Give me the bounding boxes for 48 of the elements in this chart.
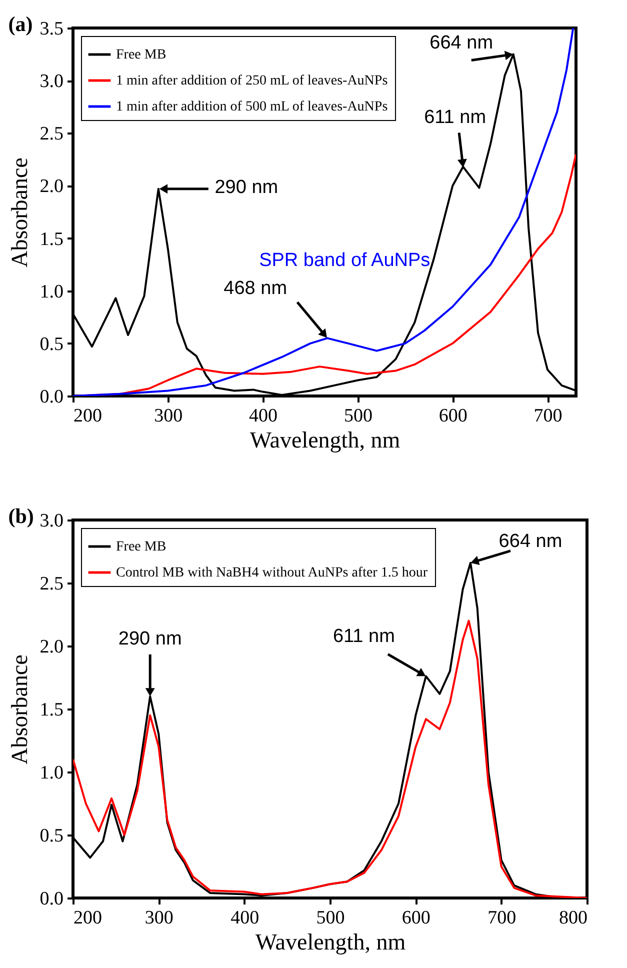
x-tick-label: 200 [74, 908, 102, 928]
y-tick-label: 3.0 [40, 71, 64, 92]
annotation: 290 nm [118, 628, 182, 650]
x-tick-label: 800 [559, 908, 588, 928]
annotation: 468 nm [224, 278, 288, 300]
y-tick-label: 1.5 [40, 700, 64, 720]
x-tick-label: 500 [316, 908, 345, 928]
x-tick-label: 400 [230, 908, 260, 928]
y-tick-label: 3.0 [40, 510, 64, 532]
chart-title: (b) [8, 504, 34, 528]
x-tick-label: 300 [154, 406, 183, 426]
x-tick-label: 600 [438, 406, 468, 426]
y-tick-label: 1.0 [40, 762, 64, 784]
annotation: 611 nm [332, 626, 395, 648]
legend-label: Control MB with NaBH4 without AuNPs after 1.5 hour [116, 566, 428, 580]
legend-label: Free MB [116, 48, 166, 62]
legend-label: 1 min after addition of 250 mL of leaves-AuNPs [116, 74, 388, 88]
y-tick-label: 0.5 [40, 334, 64, 355]
legend-label: 1 min after addition of 500 mL of leaves-AuNPs [116, 100, 388, 114]
annotation: 290 nm [214, 176, 278, 198]
x-tick-label: 500 [344, 406, 372, 426]
y-tick-label: 2.0 [40, 636, 64, 658]
y-tick-label: 1.0 [40, 281, 64, 302]
y-tick-label: 0.0 [40, 386, 64, 408]
y-tick-label: 1.5 [40, 228, 64, 250]
y-tick-label: 2.5 [40, 124, 64, 145]
x-tick-label: 600 [402, 908, 430, 928]
legend-label: Free MB [116, 540, 166, 554]
x-tick-label: 200 [74, 406, 102, 426]
x-tick-label: 300 [144, 908, 174, 928]
x-tick-label: 700 [488, 908, 516, 928]
annotation: 664 nm [430, 32, 494, 54]
x-axis-title: Wavelength, nm [255, 930, 406, 954]
y-axis-title: Absorbance [6, 654, 32, 764]
y-tick-label: 3.5 [40, 18, 64, 40]
annotation: SPR band of AuNPs [259, 250, 430, 271]
y-tick-label: 0.5 [40, 826, 64, 846]
line-series [73, 620, 587, 898]
annotation: 611 nm [424, 106, 486, 128]
y-axis-title: Absorbance [6, 158, 32, 268]
y-tick-label: 2.5 [40, 574, 64, 594]
annotation: 664 nm [498, 530, 562, 552]
y-tick-label: 0.0 [40, 888, 64, 910]
chart-title: (a) [8, 12, 33, 36]
y-tick-label: 2.0 [40, 176, 64, 198]
x-tick-label: 700 [534, 406, 562, 426]
x-axis-title: Wavelength, nm [250, 428, 400, 452]
x-tick-label: 400 [249, 406, 278, 426]
